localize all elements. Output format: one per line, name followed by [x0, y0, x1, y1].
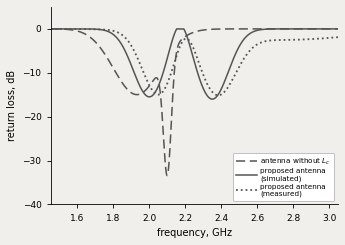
Legend: antenna without $L_c$, proposed antenna
(simulated), proposed antenna
(measured): antenna without $L_c$, proposed antenna …	[233, 153, 334, 201]
Y-axis label: return loss, dB: return loss, dB	[7, 70, 17, 141]
X-axis label: frequency, GHz: frequency, GHz	[157, 228, 232, 238]
